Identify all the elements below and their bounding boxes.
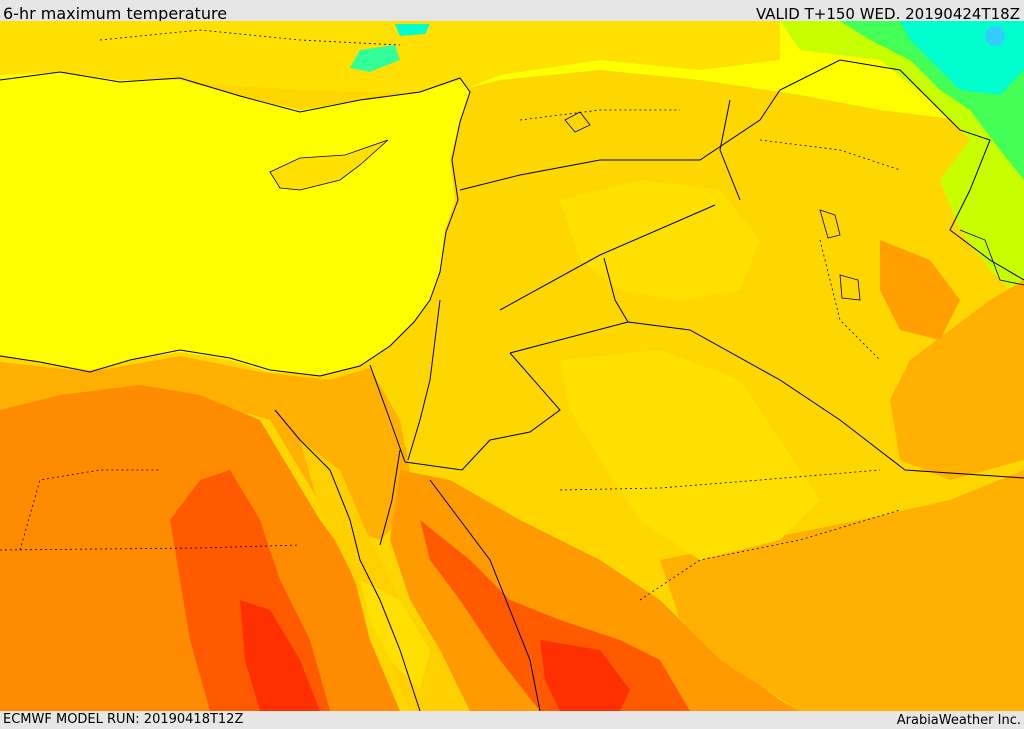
se-orange-light	[660, 470, 1024, 711]
admin-boundaries	[0, 29, 901, 601]
credit-label: ArabiaWeather Inc.	[896, 713, 1021, 728]
hijaz-orange	[390, 470, 800, 711]
caucasus-cyan-2	[395, 24, 430, 36]
cyprus	[269, 139, 389, 191]
header-bar	[0, 0, 1024, 21]
map-title: 6-hr maximum temperature	[3, 4, 228, 23]
mediterranean-sea	[0, 72, 470, 375]
footer-bar	[0, 711, 1024, 729]
borders	[369, 59, 1024, 479]
se-orange	[890, 280, 1024, 480]
lake-iraq	[839, 274, 861, 301]
temperature-map	[0, 21, 1024, 711]
model-run-label: ECMWF MODEL RUN: 20190418T12Z	[3, 712, 244, 727]
caucasus-cyan	[350, 45, 400, 72]
se-orange-2	[880, 240, 960, 340]
hijaz-orange-red	[420, 520, 690, 711]
syria-yellow	[560, 180, 760, 300]
lake-urmia	[819, 209, 841, 239]
ne-cyan-spot	[985, 26, 1005, 46]
coastlines	[0, 71, 541, 711]
africa-orange-light	[0, 356, 410, 540]
red-sea	[300, 440, 470, 711]
red-sea-light	[360, 580, 430, 690]
africa-red	[240, 600, 320, 711]
arabia-yellow	[560, 350, 820, 560]
hijaz-red	[540, 640, 630, 711]
caspian-edge	[959, 229, 1024, 286]
lake-van	[564, 111, 591, 133]
valid-time: VALID T+150 WED. 20190424T18Z	[755, 5, 1020, 23]
